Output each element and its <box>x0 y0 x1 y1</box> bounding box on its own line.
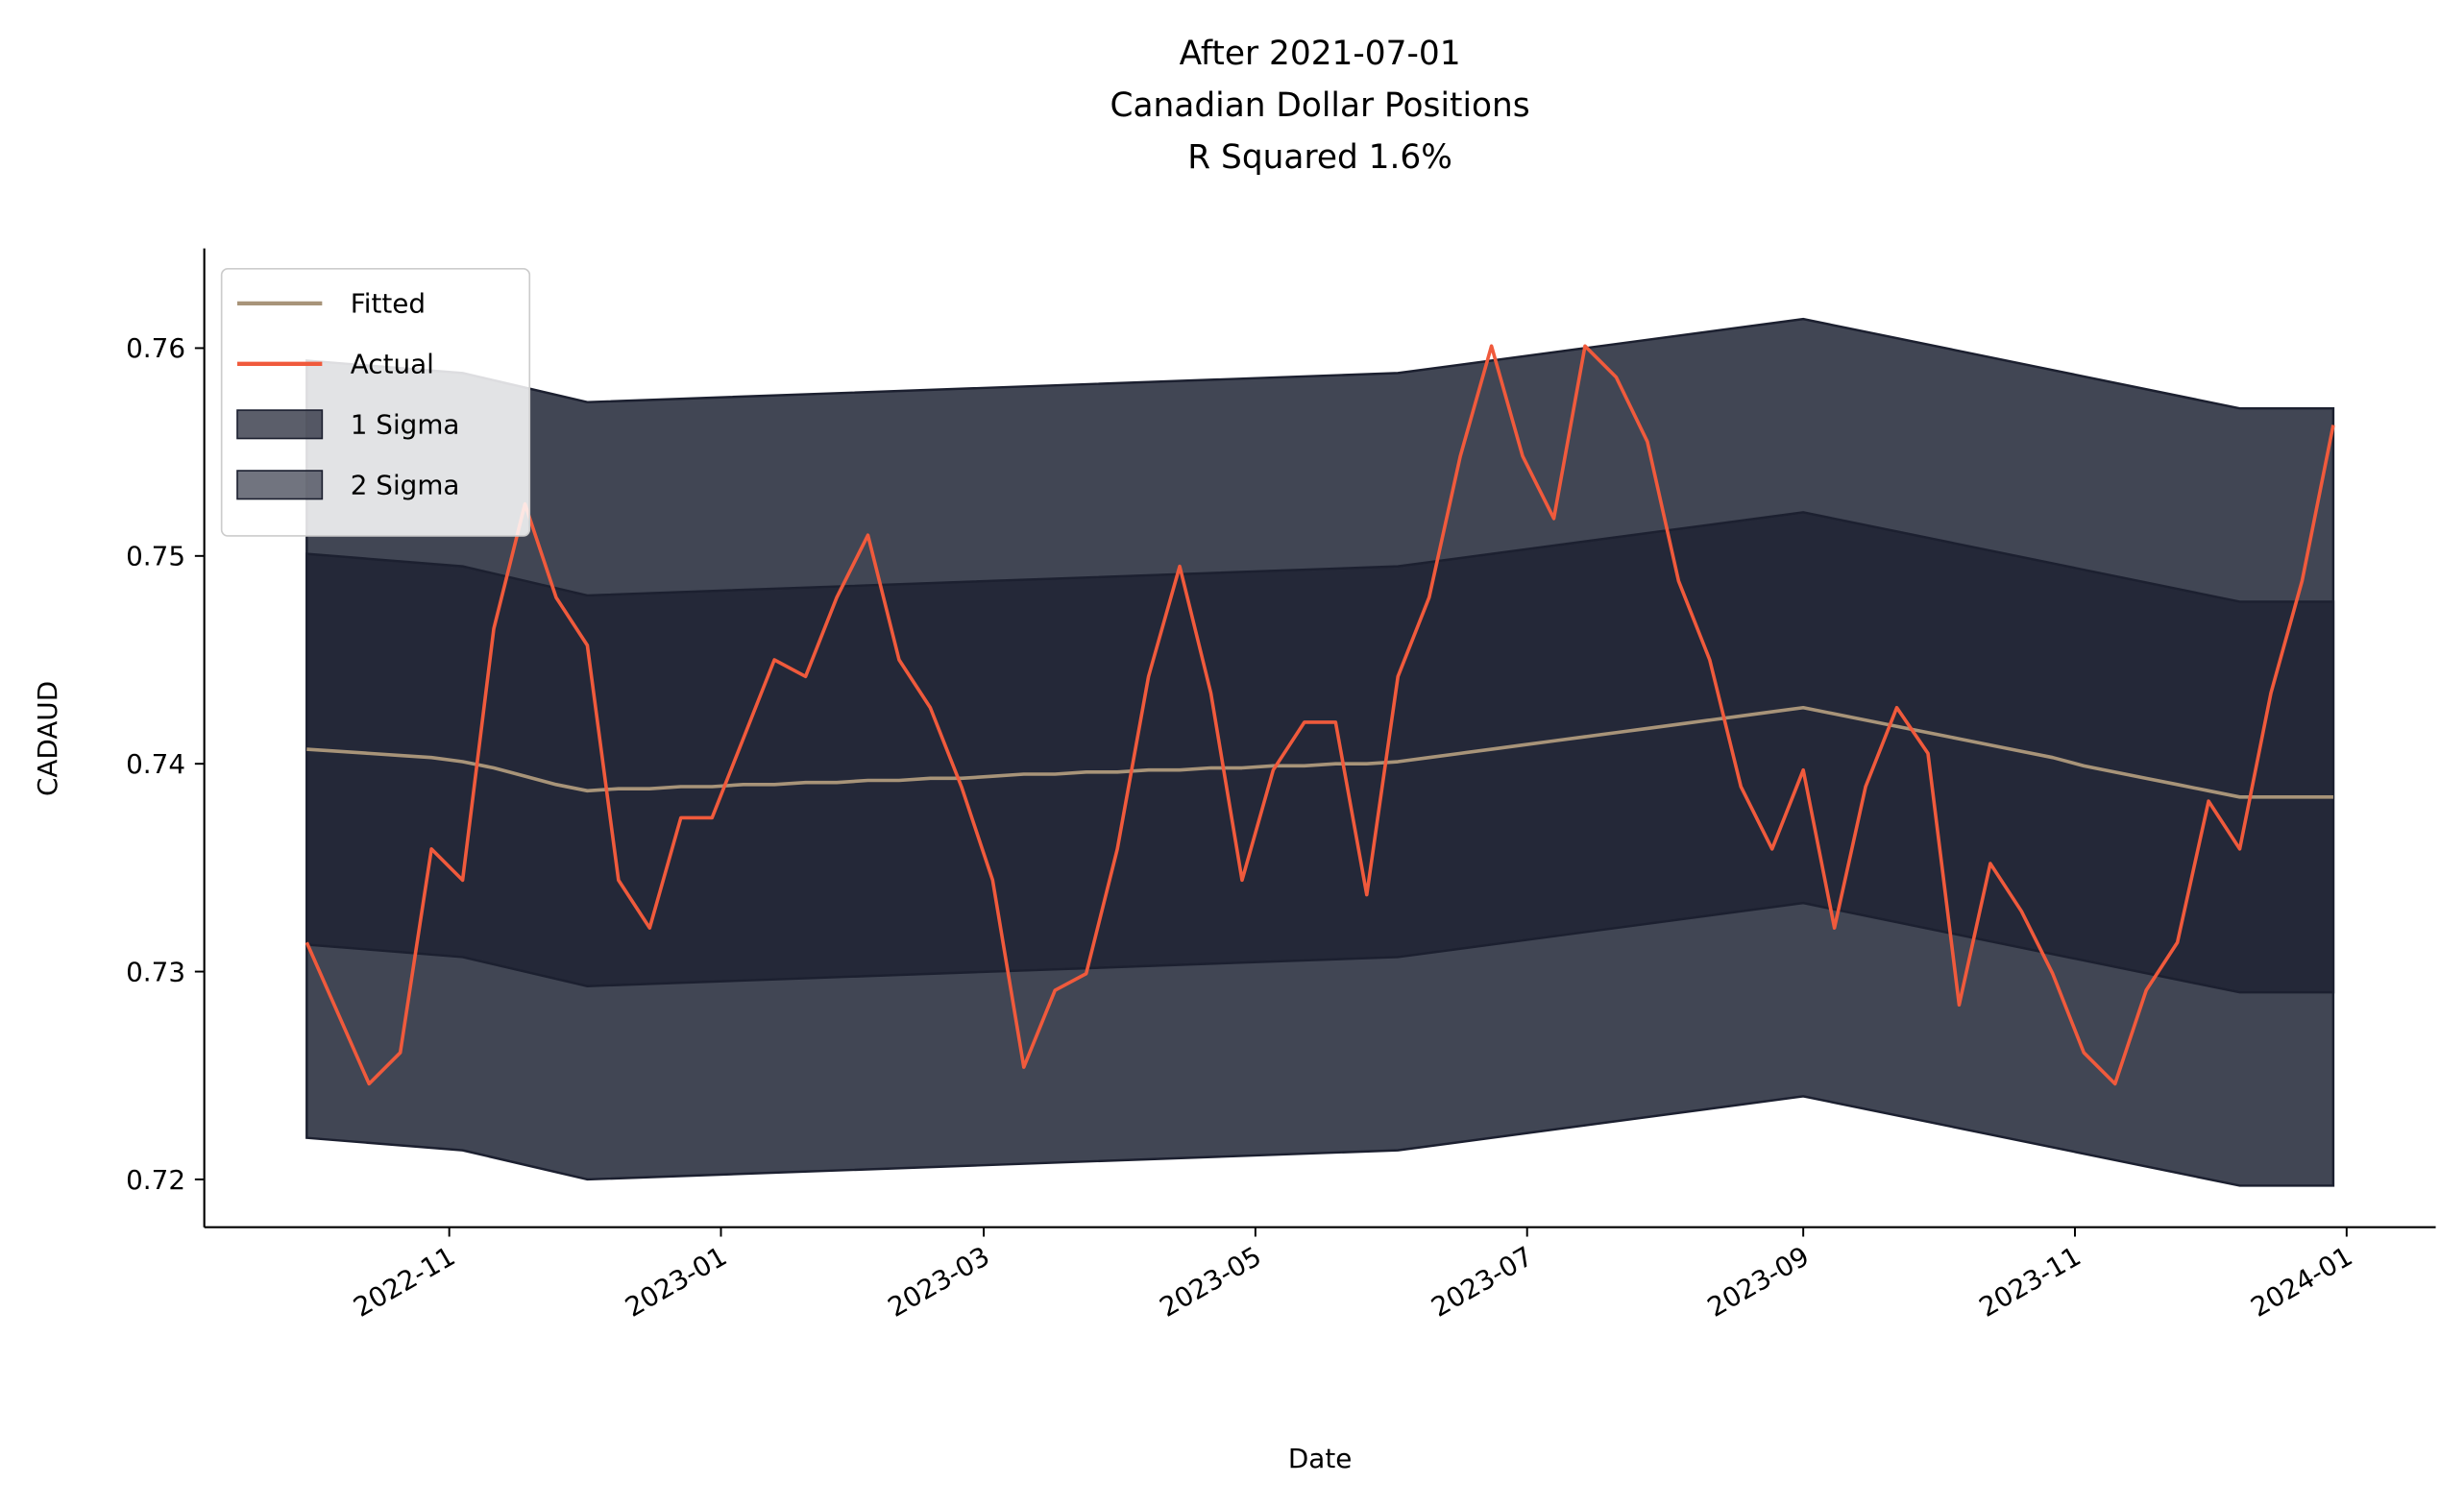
legend-label: 1 Sigma <box>351 409 460 441</box>
x-tick-label: 2023-03 <box>883 1240 995 1324</box>
x-tick-label: 2022-11 <box>348 1240 460 1324</box>
x-tick-label: 2023-07 <box>1426 1240 1538 1324</box>
legend-swatch <box>236 409 324 440</box>
legend-label: Actual <box>351 349 434 380</box>
x-tick-label: 2023-11 <box>1974 1240 2086 1324</box>
legend-label: 2 Sigma <box>351 470 460 501</box>
y-axis-label: CADAUD <box>32 681 63 796</box>
y-tick-label: 0.73 <box>126 956 185 987</box>
legend-box <box>220 268 531 537</box>
x-tick-label: 2023-05 <box>1154 1240 1266 1324</box>
y-tick-label: 0.72 <box>126 1164 185 1196</box>
chart-title: Canadian Dollar Positions <box>1110 86 1530 125</box>
series-line <box>305 344 2335 1086</box>
chart-title: After 2021-07-01 <box>1180 35 1461 73</box>
series-line <box>306 705 2333 799</box>
x-axis-label: Date <box>1288 1443 1352 1474</box>
x-tick-label: 2023-09 <box>1702 1240 1815 1324</box>
sigma-band <box>305 511 2335 994</box>
legend-swatch <box>236 470 324 500</box>
y-tick-label: 0.76 <box>126 332 185 364</box>
y-tick-label: 0.74 <box>126 748 185 780</box>
x-tick-label: 2023-01 <box>620 1240 732 1324</box>
legend-label: Fitted <box>351 288 426 320</box>
chart-title: R Squared 1.6% <box>1187 138 1452 177</box>
x-tick-label: 2024-01 <box>2245 1240 2357 1324</box>
y-tick-label: 0.75 <box>126 541 185 572</box>
